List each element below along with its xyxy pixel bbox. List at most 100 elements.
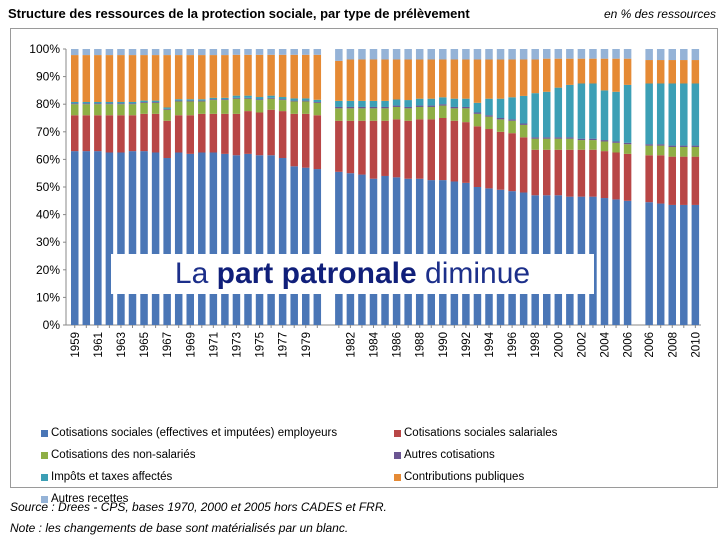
bar-segment: [313, 101, 322, 103]
x-tick-label: 1992: [461, 332, 473, 358]
y-tick-label: 80%: [36, 97, 60, 111]
bar-segment: [358, 120, 366, 175]
x-tick-label: 1990: [438, 332, 450, 358]
bar-segment: [656, 49, 665, 61]
bar-segment: [302, 49, 310, 55]
legend-swatch-impots: [41, 473, 48, 481]
bar-segment: [450, 98, 459, 107]
bar-segment: [232, 113, 241, 156]
bar-segment: [485, 49, 493, 60]
bar-segment: [209, 55, 218, 98]
bar-segment: [94, 115, 102, 152]
bar-segment: [186, 99, 194, 101]
bar-segment: [346, 108, 355, 121]
bar-segment: [278, 158, 287, 325]
bar-segment: [151, 102, 160, 114]
bar-segment: [82, 104, 91, 116]
bar-segment: [668, 204, 676, 325]
legend-swatch-salariales: [394, 429, 401, 437]
bar-segment: [623, 58, 632, 85]
legend-label-contributions: Contributions publiques: [404, 471, 525, 483]
bar-segment: [589, 83, 597, 139]
bar-segment: [691, 156, 700, 205]
bar-segment: [209, 100, 218, 114]
bar-segment: [577, 83, 586, 139]
bar-segment: [313, 54, 322, 100]
bar-segment: [566, 149, 574, 197]
legend-swatch-employeurs: [41, 429, 48, 437]
bar-segment: [680, 156, 688, 205]
bar-segment: [151, 152, 160, 325]
bar-segment: [645, 145, 653, 156]
legend-item-autres-recettes: Autres recettes: [41, 493, 128, 505]
bar-segment: [623, 200, 632, 325]
bar-segment: [186, 153, 194, 325]
bar-segment: [600, 58, 609, 91]
bar-segment: [255, 100, 264, 113]
bar-segment: [335, 171, 343, 325]
bar-segment: [358, 174, 366, 325]
bar-segment: [232, 95, 241, 98]
bar-segment: [151, 100, 160, 102]
bar-segment: [680, 204, 688, 325]
bar-segment: [278, 97, 287, 100]
bar-segment: [496, 49, 505, 60]
bar-segment: [623, 49, 632, 59]
bar-segment: [244, 153, 252, 325]
x-tick-label: 1979: [301, 332, 313, 358]
bar-segment: [404, 100, 412, 107]
x-tick-label: 1996: [507, 332, 519, 358]
bar-segment: [82, 151, 91, 325]
x-tick-label: 1961: [93, 332, 105, 358]
y-tick-label: 20%: [36, 263, 60, 277]
bar-segment: [450, 120, 459, 182]
bar-segment: [244, 49, 252, 55]
bar-segment: [680, 146, 688, 157]
bar-segment: [71, 55, 79, 102]
bar-segment: [392, 59, 401, 100]
bar-segment: [105, 115, 114, 153]
bar-segment: [71, 115, 79, 152]
bar-segment: [140, 100, 148, 102]
bar-segment: [209, 99, 218, 101]
bar-segment: [335, 106, 343, 109]
bar-segment: [473, 113, 482, 127]
bar-segment: [519, 124, 528, 138]
bar-segment: [439, 49, 447, 60]
bar-segment: [439, 105, 447, 118]
bar-segment: [346, 100, 355, 107]
bar-segment: [404, 106, 412, 109]
bar-segment: [358, 106, 366, 109]
bar-segment: [267, 98, 275, 110]
bar-segment: [117, 152, 125, 325]
bar-segment: [232, 97, 241, 99]
bar-segment: [415, 98, 424, 106]
bar-segment: [600, 140, 609, 142]
bar-segment: [600, 141, 609, 152]
bar-segment: [600, 90, 609, 141]
bar-segment: [163, 107, 171, 109]
bar-segment: [174, 100, 183, 102]
bar-segment: [427, 59, 435, 99]
y-tick-label: 10%: [36, 290, 60, 304]
bar-segment: [691, 204, 700, 325]
bar-segment: [668, 60, 676, 84]
bar-segment: [519, 59, 528, 96]
y-tick-label: 60%: [36, 152, 60, 166]
bar-segment: [645, 155, 653, 203]
x-tick-label: 1986: [392, 332, 404, 358]
bar-segment: [404, 120, 412, 179]
bar-segment: [232, 155, 241, 325]
bar-segment: [439, 59, 447, 98]
legend-item-autres-cotisations: Autres cotisations: [394, 449, 495, 461]
bar-segment: [244, 97, 252, 99]
bar-segment: [496, 118, 505, 120]
bar-segment: [221, 99, 229, 101]
legend-label-non-salaries: Cotisations des non-salariés: [51, 449, 196, 461]
bar-segment: [232, 54, 241, 96]
bar-segment: [209, 49, 218, 56]
bar-segment: [369, 59, 378, 101]
bar-segment: [128, 55, 137, 102]
bar-segment: [94, 104, 102, 116]
x-tick-label: 1969: [185, 332, 197, 358]
